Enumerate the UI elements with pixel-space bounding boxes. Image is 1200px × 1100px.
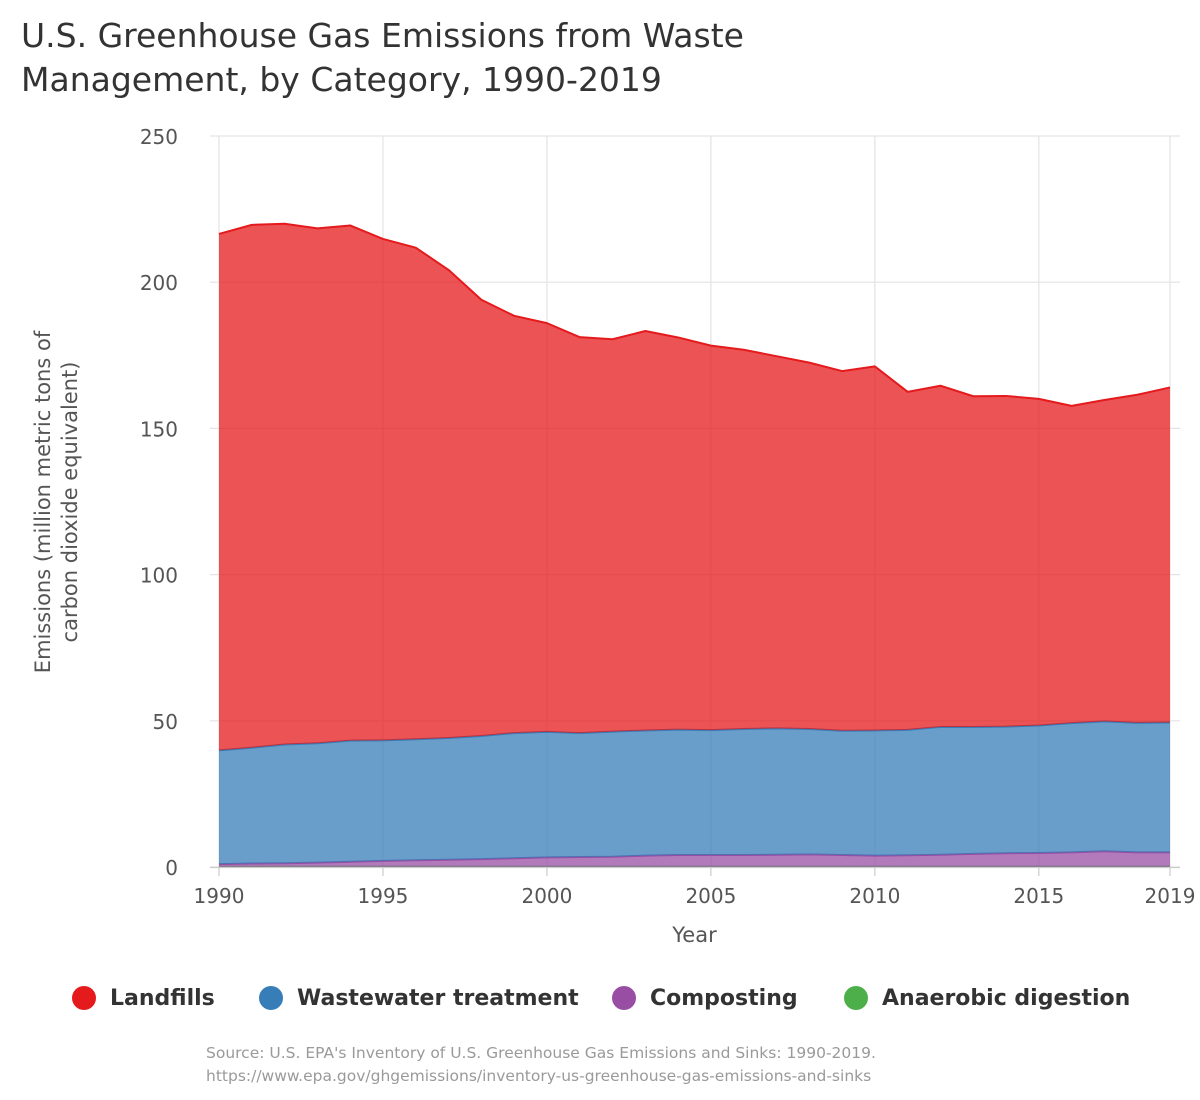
- x-axis-title: Year: [671, 923, 717, 947]
- area-landfills: [219, 223, 1170, 751]
- legend-item-anaerobic-digestion[interactable]: Anaerobic digestion: [844, 980, 1130, 1016]
- chart-title-line-2: Management, by Category, 1990-2019: [21, 60, 662, 99]
- legend-label-composting: Composting: [650, 985, 798, 1011]
- x-tick-label: 2010: [849, 884, 900, 908]
- x-tick-label: 2019: [1145, 884, 1196, 908]
- legend-item-composting[interactable]: Composting: [612, 980, 798, 1016]
- x-tick-label: 2005: [685, 884, 736, 908]
- source-note: Source: U.S. EPA's Inventory of U.S. Gre…: [206, 1042, 1196, 1088]
- legend-item-landfills[interactable]: Landfills: [72, 980, 215, 1016]
- y-tick-label: 200: [140, 271, 178, 295]
- legend-marker-landfills: [72, 986, 96, 1010]
- x-tick-label: 2000: [521, 884, 572, 908]
- line-landfills: [218, 222, 1171, 407]
- x-tick-label: 1990: [194, 884, 245, 908]
- x-tick-label: 1995: [358, 884, 409, 908]
- y-tick-label: 50: [153, 710, 178, 734]
- chart-title-line-1: U.S. Greenhouse Gas Emissions from Waste: [21, 16, 744, 55]
- chart-legend: Landfills Wastewater treatment Compostin…: [0, 980, 1200, 1016]
- y-axis-title-line: carbon dioxide equivalent): [58, 362, 82, 643]
- legend-marker-composting: [612, 986, 636, 1010]
- y-tick-label: 0: [165, 856, 178, 880]
- y-tick-label: 250: [140, 125, 178, 149]
- area-wastewater-treatment: [219, 721, 1170, 865]
- chart-title: U.S. Greenhouse Gas Emissions from Waste…: [21, 14, 921, 102]
- legend-label-landfills: Landfills: [110, 985, 215, 1011]
- y-tick-label: 150: [140, 417, 178, 441]
- y-tick-label: 100: [140, 564, 178, 588]
- legend-marker-anaerobic-digestion: [844, 986, 868, 1010]
- legend-marker-wastewater-treatment: [259, 986, 283, 1010]
- y-axis-title-line: Emissions (million metric tons of: [31, 330, 55, 673]
- legend-label-wastewater-treatment: Wastewater treatment: [297, 985, 579, 1011]
- source-url[interactable]: https://www.epa.gov/ghgemissions/invento…: [206, 1067, 872, 1085]
- x-tick-label: 2015: [1013, 884, 1064, 908]
- legend-item-wastewater-treatment[interactable]: Wastewater treatment: [259, 980, 579, 1016]
- source-text: Source: U.S. EPA's Inventory of U.S. Gre…: [206, 1044, 876, 1062]
- legend-label-anaerobic-digestion: Anaerobic digestion: [882, 985, 1131, 1011]
- y-axis-title: Emissions (million metric tons of carbon …: [31, 330, 82, 673]
